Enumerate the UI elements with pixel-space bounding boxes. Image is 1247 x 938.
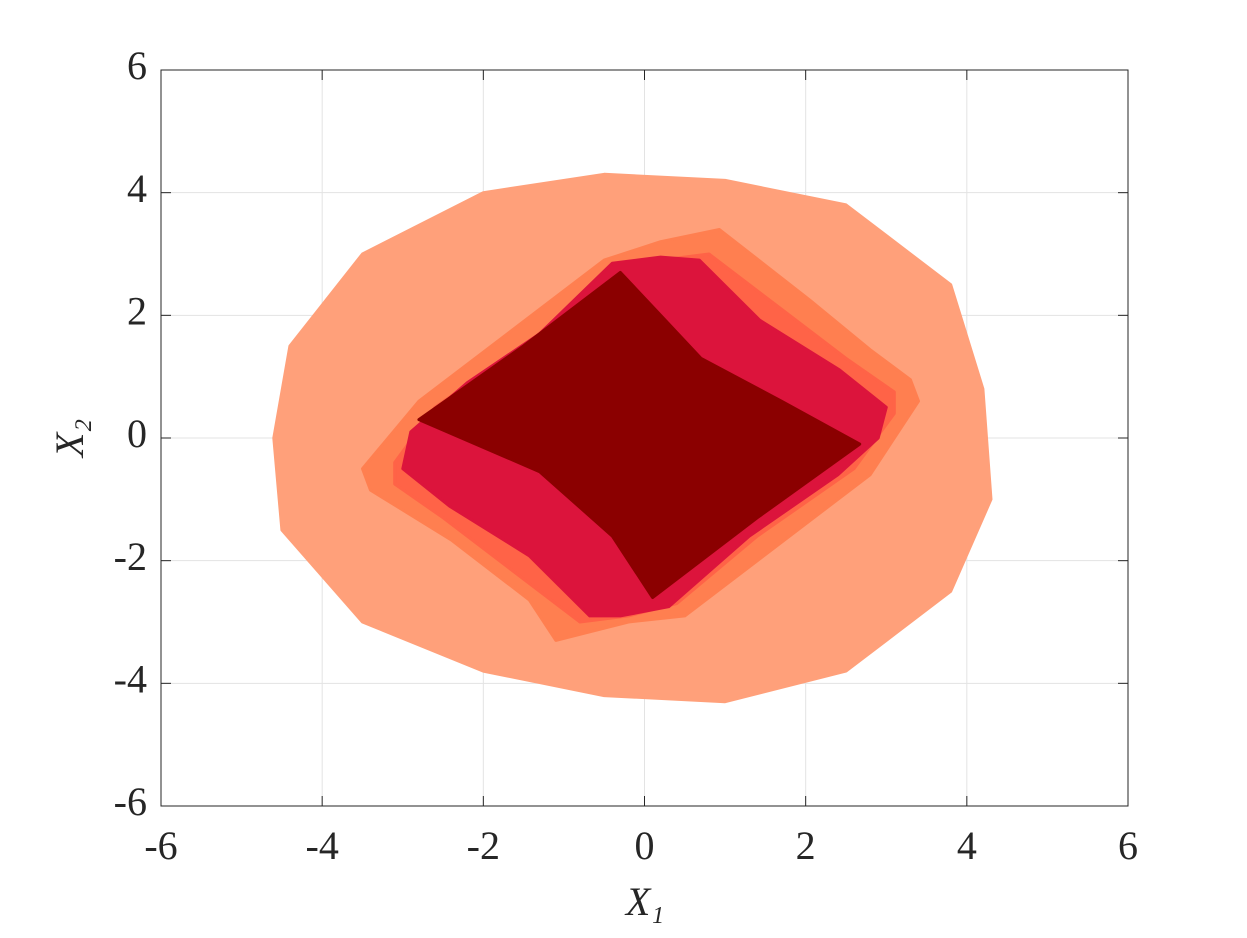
y-tick-label: -2 [114, 534, 147, 579]
y-tick-label: -4 [114, 657, 147, 702]
axes-box [160, 69, 1129, 807]
x-tick-label: -2 [467, 823, 500, 868]
axes: -6 -4 -2 0 2 4 6 -6 -4 -2 0 2 4 6 [114, 43, 1138, 868]
y-tick-label: 2 [127, 289, 147, 334]
y-tick-label: 4 [127, 166, 147, 211]
plot-area [272, 172, 993, 704]
x-tick-label: -6 [144, 823, 177, 868]
x-tick-label: -4 [306, 823, 339, 868]
point-cloud [417, 270, 862, 599]
y-tick-label: -6 [114, 779, 147, 824]
y-axis-label: X₂ [47, 419, 92, 459]
y-tick-label: 6 [127, 43, 147, 88]
y-tick-label: 0 [127, 411, 147, 456]
x-tick-label: 0 [635, 823, 655, 868]
x-tick-label: 4 [957, 823, 977, 868]
x-tick-label: 6 [1118, 823, 1138, 868]
x-tick-label: 2 [796, 823, 816, 868]
x-axis-label: X₁ [624, 879, 664, 924]
